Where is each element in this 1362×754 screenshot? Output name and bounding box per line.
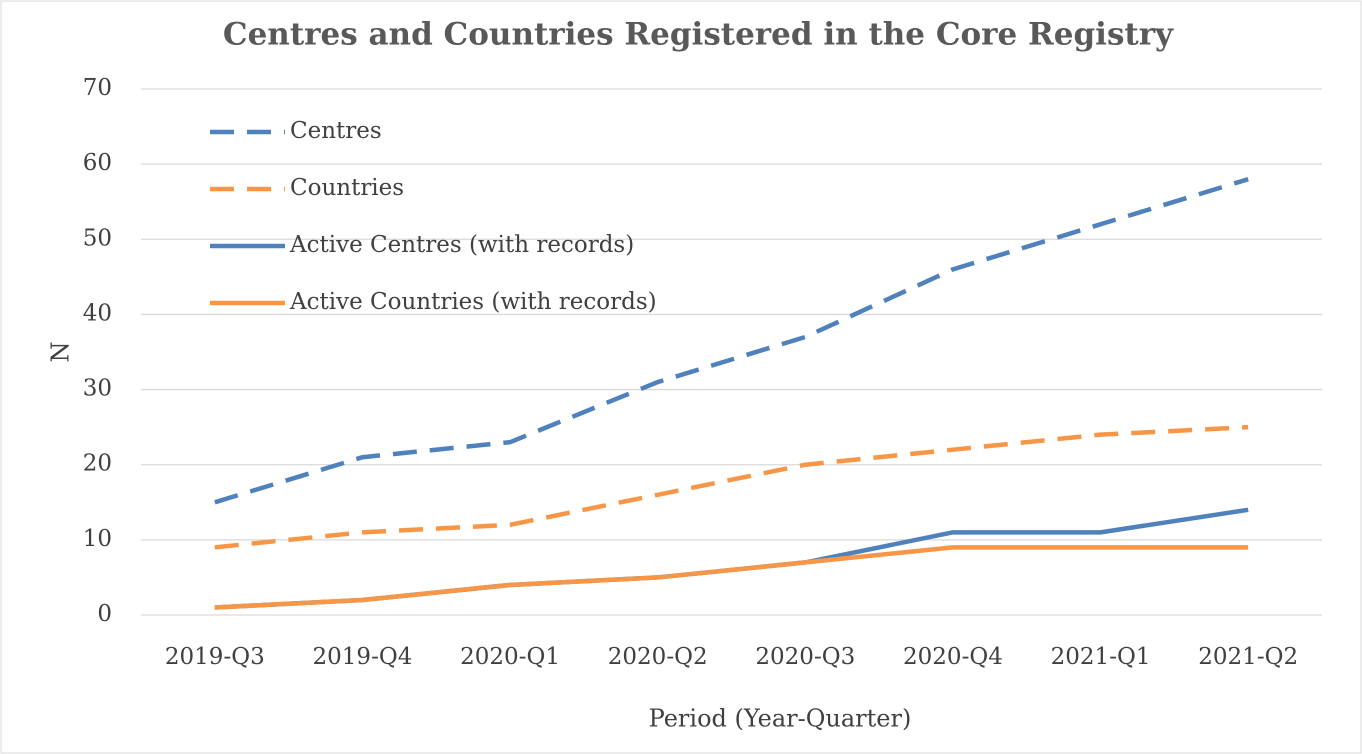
y-tick-label: 70 <box>83 75 112 101</box>
y-tick-label: 50 <box>83 225 112 251</box>
x-tick-label: 2020-Q2 <box>608 644 708 670</box>
series-line <box>214 177 1249 505</box>
y-tick-label: 40 <box>83 300 112 326</box>
y-tick-label: 60 <box>83 150 112 176</box>
x-tick-label: 2019-Q3 <box>165 644 265 670</box>
y-tick-label: 30 <box>83 376 112 402</box>
legend-label: Active Centres (with records) <box>289 232 634 258</box>
legend-label: Centres <box>290 118 382 144</box>
x-tick-label: 2021-Q1 <box>1051 644 1151 670</box>
x-tick-label: 2019-Q4 <box>313 644 413 670</box>
series-line <box>214 424 1249 550</box>
legend-label: Countries <box>290 175 404 201</box>
x-tick-label: 2020-Q3 <box>755 644 855 670</box>
y-tick-label: 10 <box>83 526 112 552</box>
x-tick-label: 2020-Q1 <box>460 644 560 670</box>
series-line <box>214 545 1249 610</box>
x-axis-label: Period (Year-Quarter) <box>649 705 912 733</box>
legend-label: Active Countries (with records) <box>289 289 657 315</box>
x-tick-label: 2020-Q4 <box>903 644 1003 670</box>
chart-title: Centres and Countries Registered in the … <box>223 17 1174 53</box>
x-tick-label: 2021-Q2 <box>1198 644 1298 670</box>
y-axis-label: N <box>47 342 75 363</box>
y-tick-label: 20 <box>83 451 112 477</box>
y-tick-label: 0 <box>97 601 112 627</box>
